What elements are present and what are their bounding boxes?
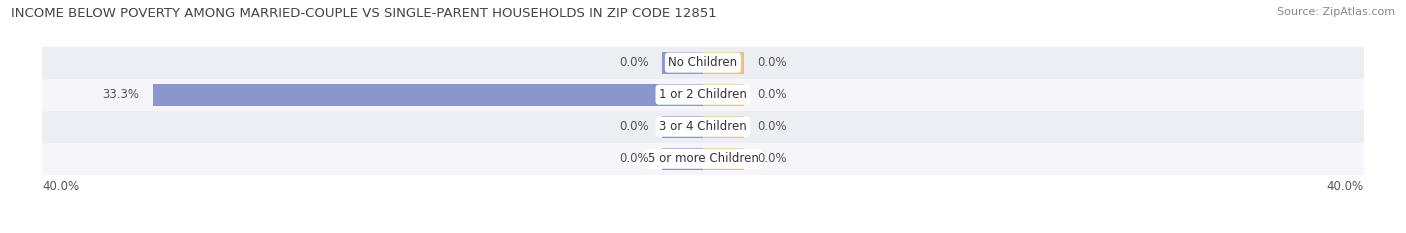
Text: 0.0%: 0.0% <box>619 152 648 165</box>
Text: 0.0%: 0.0% <box>758 120 787 133</box>
Text: 40.0%: 40.0% <box>42 180 79 192</box>
Bar <box>703 84 744 106</box>
Bar <box>703 148 744 170</box>
Bar <box>153 84 703 106</box>
Bar <box>42 143 1364 175</box>
Text: 3 or 4 Children: 3 or 4 Children <box>659 120 747 133</box>
Bar <box>703 52 744 73</box>
Bar <box>42 111 1364 143</box>
Text: 0.0%: 0.0% <box>619 56 648 69</box>
Text: 33.3%: 33.3% <box>103 88 139 101</box>
Bar <box>703 116 744 137</box>
Text: 1 or 2 Children: 1 or 2 Children <box>659 88 747 101</box>
Bar <box>42 47 1364 79</box>
Text: 0.0%: 0.0% <box>758 88 787 101</box>
Bar <box>662 52 703 73</box>
Text: 0.0%: 0.0% <box>619 120 648 133</box>
Text: 0.0%: 0.0% <box>758 56 787 69</box>
Text: Source: ZipAtlas.com: Source: ZipAtlas.com <box>1277 7 1395 17</box>
Bar <box>42 79 1364 111</box>
Text: 40.0%: 40.0% <box>1327 180 1364 192</box>
Text: 0.0%: 0.0% <box>758 152 787 165</box>
Text: INCOME BELOW POVERTY AMONG MARRIED-COUPLE VS SINGLE-PARENT HOUSEHOLDS IN ZIP COD: INCOME BELOW POVERTY AMONG MARRIED-COUPL… <box>11 7 717 20</box>
Bar <box>662 148 703 170</box>
Text: 5 or more Children: 5 or more Children <box>648 152 758 165</box>
Bar <box>662 116 703 137</box>
Text: No Children: No Children <box>668 56 738 69</box>
